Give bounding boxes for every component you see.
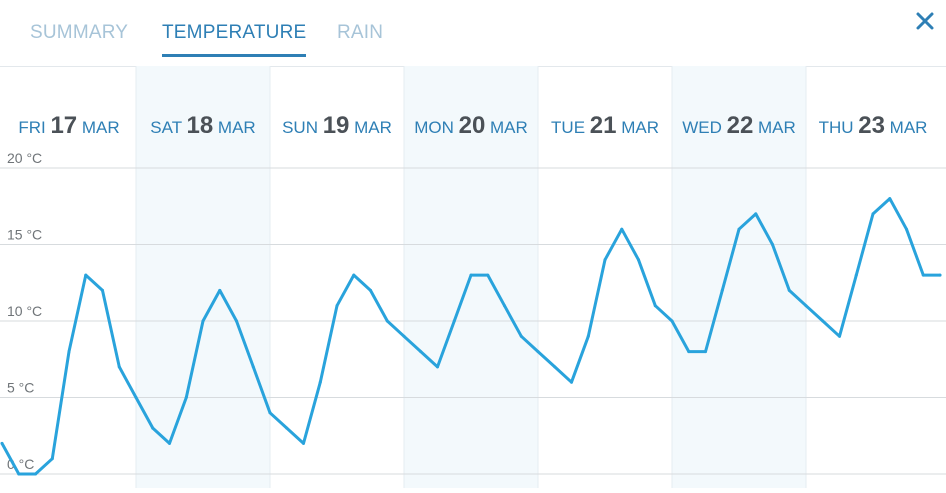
day-label: SUN 19 MAR [282, 112, 392, 139]
temperature-point [687, 350, 691, 354]
temperature-point [519, 334, 523, 338]
day-label: MON 20 MAR [414, 112, 528, 139]
temperature-point [369, 288, 372, 292]
temperature-point [854, 273, 858, 277]
temperature-point [603, 258, 607, 262]
temperature-point [620, 227, 624, 231]
temperature-point [637, 258, 640, 262]
temperature-chart: 0 °C 5 °C 10 °C 15 °C 20 °C FRI 17 MAR SAT 18 … [0, 66, 946, 488]
temperature-point [804, 304, 808, 308]
temperature-point [34, 472, 37, 476]
temperature-point [218, 288, 222, 292]
temperature-point [720, 288, 724, 292]
y-tick-label: 10 °C [7, 303, 42, 319]
temperature-point [787, 288, 791, 292]
y-tick-label: 5 °C [7, 380, 34, 396]
y-tick-label: 15 °C [7, 227, 42, 243]
temperature-point [921, 273, 925, 277]
temperature-point [704, 350, 707, 354]
temperature-point [771, 243, 774, 246]
temperature-point [469, 273, 473, 277]
temperature-point [436, 365, 439, 369]
temperature-point [201, 319, 205, 323]
temperature-point [452, 319, 456, 323]
temperature-point [821, 319, 825, 323]
day-label: TUE 21 MAR [551, 112, 659, 139]
tab-summary[interactable]: SUMMARY [30, 22, 129, 43]
close-icon[interactable] [914, 10, 936, 32]
temperature-point [151, 426, 155, 430]
temperature-point [134, 396, 138, 399]
tab-temperature[interactable]: TEMPERATURE [162, 22, 307, 57]
tab-rain[interactable]: RAIN [337, 22, 384, 43]
tab-bar: SUMMARY TEMPERATURE RAIN [0, 0, 946, 67]
day-label: WED 22 MAR [682, 112, 796, 139]
temperature-point [101, 288, 104, 292]
temperature-point [570, 380, 573, 384]
temperature-point [335, 304, 339, 308]
y-tick-label: 20 °C [7, 150, 42, 166]
temperature-point [235, 319, 238, 323]
temperature-point [117, 365, 121, 369]
temperature-point [17, 472, 21, 476]
temperature-point [553, 365, 557, 369]
temperature-point [503, 304, 506, 308]
temperature-point [352, 273, 356, 277]
temperature-point [938, 273, 942, 277]
temperature-point [268, 411, 272, 415]
temperature-point [285, 426, 289, 430]
temperature-point [184, 396, 188, 399]
temperature-point [251, 365, 255, 369]
day-label: THU 23 MAR [819, 112, 928, 139]
temperature-point [670, 319, 674, 323]
temperature-point [402, 334, 406, 338]
temperature-point [888, 197, 892, 201]
temperature-point [871, 212, 875, 216]
temperature-point [318, 380, 322, 384]
temperature-point [302, 441, 305, 445]
temperature-point [50, 457, 54, 461]
temperature-point [486, 273, 490, 277]
temperature-point [905, 227, 908, 231]
temperature-point [536, 350, 540, 354]
temperature-point [67, 350, 71, 354]
temperature-point [653, 304, 657, 308]
temperature-point [84, 273, 88, 277]
day-label: SAT 18 MAR [150, 112, 255, 139]
temperature-point [754, 212, 758, 216]
temperature-point [419, 350, 423, 354]
temperature-point [168, 441, 171, 445]
temperature-point [385, 319, 389, 323]
temperature-point [586, 334, 590, 338]
day-band [136, 66, 270, 488]
temperature-point [0, 441, 4, 445]
temperature-point [838, 334, 841, 338]
day-label: FRI 17 MAR [18, 112, 119, 139]
temperature-point [737, 227, 741, 231]
